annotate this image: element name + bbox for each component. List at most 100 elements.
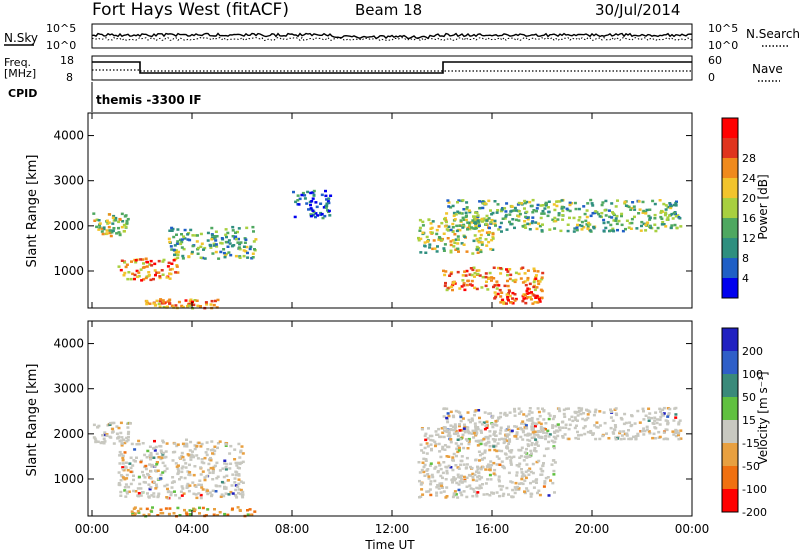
velocity-echo-cell — [542, 410, 546, 413]
power-echo-cell — [447, 205, 451, 208]
velocity-echo-cell — [176, 506, 180, 510]
velocity-echo-cell — [490, 416, 494, 419]
velocity-echo-cell — [654, 411, 658, 414]
velocity-echo-cell — [498, 494, 501, 498]
beam-label: Beam 18 — [355, 1, 422, 19]
power-echo-cell — [620, 214, 623, 218]
power-echo-cell — [168, 302, 172, 305]
power-echo-cell — [485, 219, 489, 222]
velocity-echo-cell — [165, 442, 169, 445]
power-echo-cell — [431, 220, 435, 223]
power-echo-cell — [440, 238, 444, 242]
power-echo-cell — [504, 210, 508, 213]
velocity-echo-cell — [438, 450, 442, 453]
power-echo-cell — [311, 197, 315, 200]
power-echo-cell — [472, 215, 475, 218]
velocity-echo-cell — [475, 493, 479, 496]
power-echo-cell — [502, 301, 506, 304]
power-echo-cell — [462, 218, 466, 221]
velocity-echo-cell — [201, 506, 205, 510]
velocity-echo-cell — [530, 411, 534, 414]
velocity-echo-cell — [573, 416, 577, 419]
velocity-echo-cell — [155, 463, 159, 466]
power-echo-cell — [635, 227, 639, 230]
power-echo-cell — [583, 212, 587, 216]
power-echo-cell — [466, 221, 470, 224]
power-echo-cell — [170, 304, 174, 307]
velocity-echo-cell — [456, 434, 460, 438]
velocity-echo-cell — [486, 478, 490, 481]
velocity-echo-cell — [547, 494, 551, 497]
power-echo-cell — [465, 206, 469, 209]
colorbar-swatch — [722, 328, 738, 352]
velocity-echo-cell — [674, 434, 678, 438]
velocity-echo-cell — [183, 508, 186, 512]
velocity-echo-cell — [456, 444, 460, 448]
power-echo-cell — [557, 212, 561, 215]
velocity-echo-cell — [528, 439, 532, 442]
velocity-echo-cell — [451, 495, 455, 499]
velocity-echo-cell — [211, 448, 215, 451]
velocity-echo-cell — [458, 438, 462, 441]
nave-label: Nave — [752, 62, 783, 76]
velocity-echo-cell — [447, 464, 451, 468]
power-echo-cell — [176, 256, 180, 259]
velocity-echo-cell — [429, 480, 433, 483]
velocity-echo-cell — [582, 426, 586, 430]
velocity-echo-cell — [595, 421, 599, 424]
power-echo-cell — [112, 214, 116, 218]
velocity-echo-cell — [474, 427, 478, 430]
velocity-echo-cell — [519, 410, 523, 413]
power-echo-cell — [588, 223, 592, 226]
velocity-echo-cell — [504, 429, 508, 432]
power-echo-cell — [183, 228, 187, 232]
velocity-echo-cell — [426, 437, 430, 440]
power-echo-cell — [540, 296, 544, 300]
velocity-echo-cell — [198, 479, 202, 482]
velocity-echo-cell — [223, 512, 227, 516]
velocity-echo-cell — [429, 482, 433, 486]
velocity-echo-cell — [451, 481, 454, 484]
power-echo-cell — [117, 226, 120, 230]
power-echo-cell — [662, 202, 666, 206]
velocity-echo-cell — [465, 485, 469, 488]
velocity-echo-cell — [457, 488, 461, 492]
power-echo-cell — [568, 216, 571, 220]
velocity-echo-cell — [607, 437, 611, 440]
power-echo-cell — [212, 242, 216, 246]
velocity-echo-cell — [471, 487, 475, 491]
power-echo-cell — [180, 238, 184, 241]
velocity-echo-cell — [469, 420, 472, 424]
velocity-echo-cell — [136, 509, 140, 513]
power-echo-cell — [475, 287, 479, 291]
colorbar-tick-label: -100 — [742, 483, 767, 496]
power-echo-cell — [513, 293, 517, 296]
power-echo-cell — [243, 241, 247, 244]
power-echo-cell — [254, 238, 258, 241]
velocity-echo-cell — [530, 452, 533, 455]
velocity-echo-cell — [573, 410, 577, 414]
power-echo-cell — [119, 268, 123, 272]
velocity-echo-cell — [199, 445, 203, 448]
velocity-echo-cell — [536, 434, 540, 437]
velocity-echo-cell — [527, 433, 531, 437]
velocity-echo-cell — [666, 437, 670, 441]
velocity-echo-cell — [538, 414, 542, 418]
power-echo-cell — [603, 209, 607, 212]
velocity-echo-cell — [538, 493, 542, 497]
velocity-echo-cell — [452, 494, 456, 497]
velocity-echo-cell — [539, 427, 543, 431]
power-echo-cell — [537, 298, 541, 301]
velocity-echo-cell — [460, 455, 464, 458]
power-echo-cell — [615, 222, 619, 226]
power-echo-cell — [499, 272, 503, 275]
power-echo-cell — [530, 221, 534, 225]
velocity-echo-cell — [505, 445, 509, 448]
velocity-echo-cell — [520, 422, 523, 425]
velocity-echo-cell — [499, 411, 503, 415]
power-echo-cell — [475, 217, 479, 220]
velocity-echo-cell — [186, 482, 190, 486]
power-echo-cell — [419, 237, 423, 241]
velocity-echo-cell — [583, 425, 587, 428]
velocity-echo-cell — [589, 429, 593, 433]
